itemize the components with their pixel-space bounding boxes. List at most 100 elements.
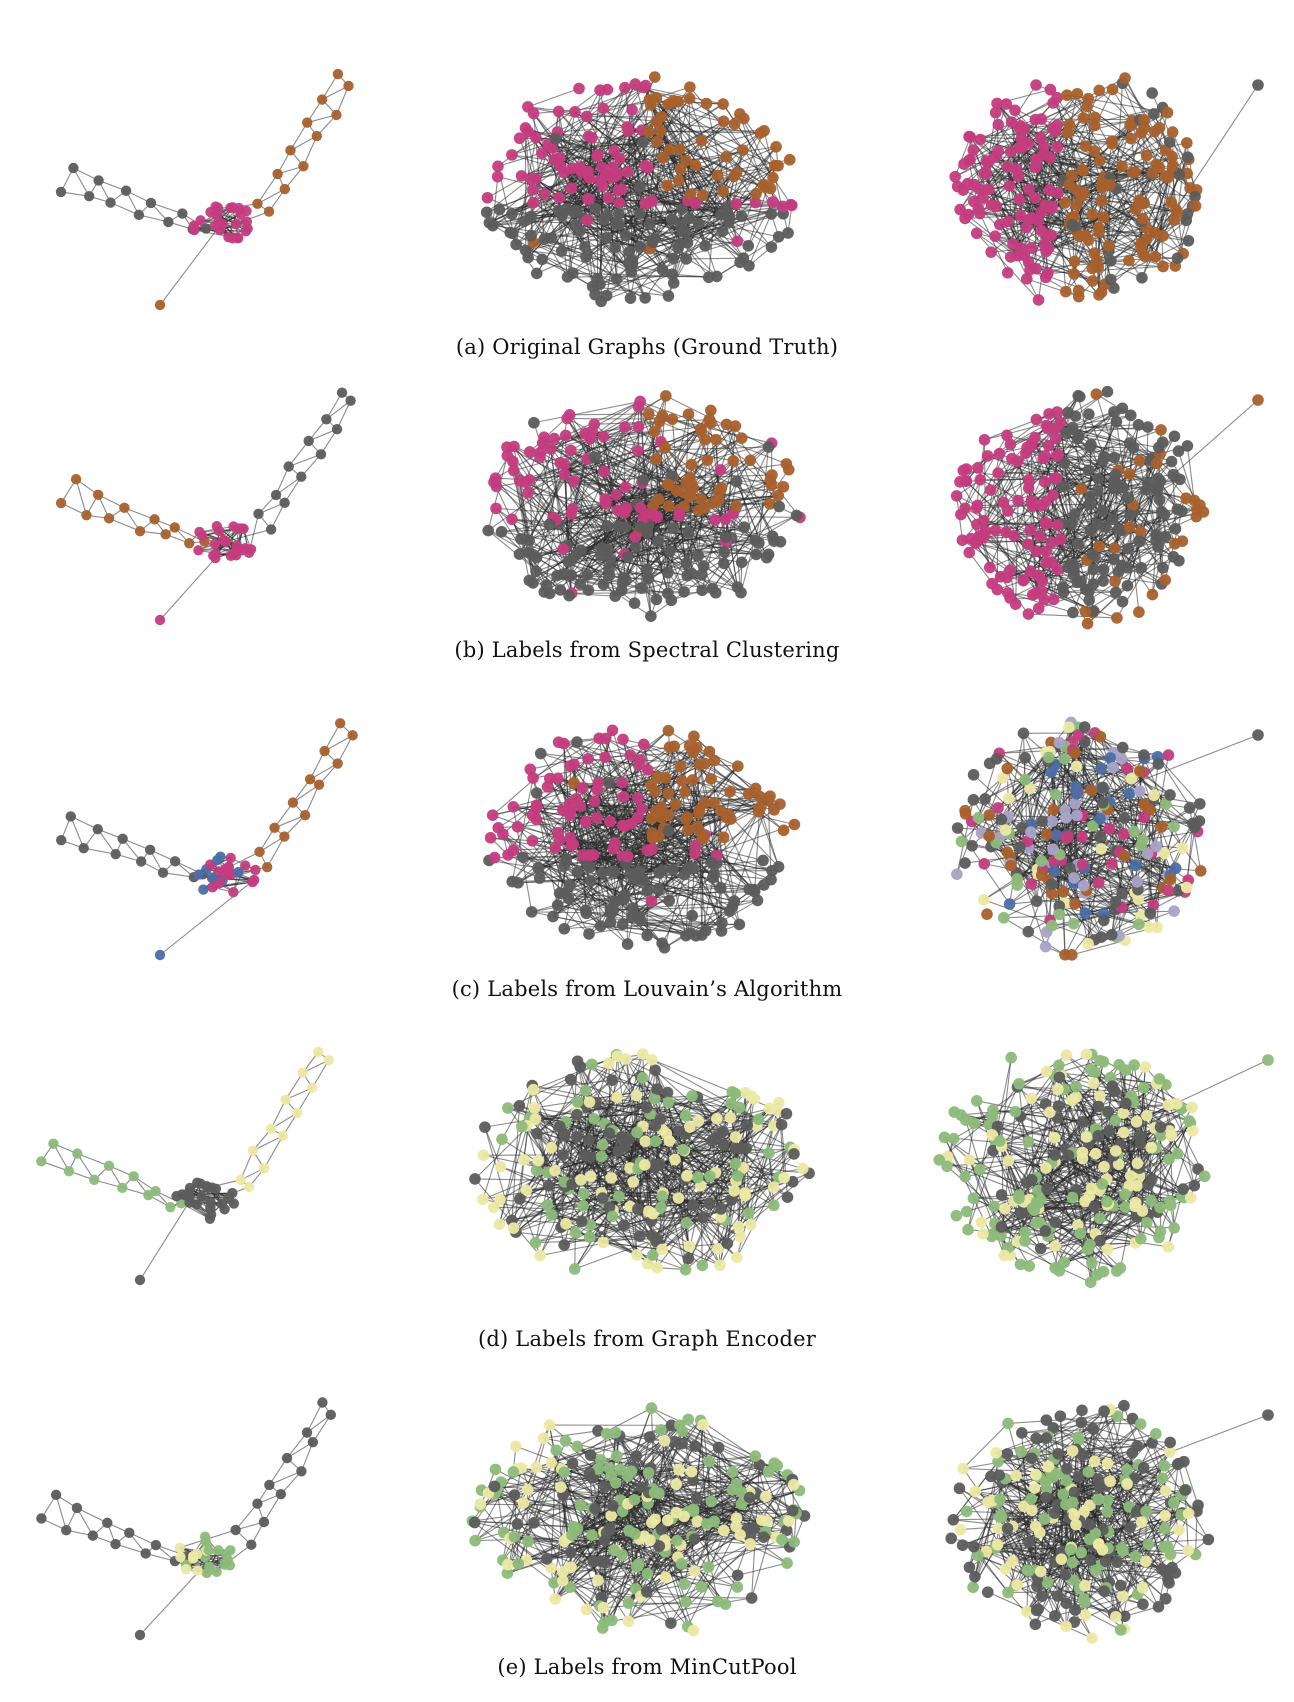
graph-node — [676, 774, 688, 787]
graph-edge — [695, 845, 773, 872]
graph-node — [613, 520, 625, 533]
graph-node — [574, 578, 587, 590]
graph-node — [1252, 79, 1264, 91]
graph-edge — [1112, 88, 1155, 115]
graph-node — [530, 787, 543, 799]
graph-node — [655, 811, 667, 824]
graph-node — [708, 796, 720, 809]
graph-edge — [741, 506, 780, 563]
graph-node — [1123, 468, 1136, 480]
graph-node — [622, 551, 634, 563]
graph-node — [580, 251, 592, 263]
graph-panel-chain-b — [20, 370, 400, 640]
graph-node — [964, 131, 977, 143]
graph-node — [225, 852, 236, 864]
graph-node — [730, 166, 743, 179]
graph-node — [967, 144, 980, 156]
graph-node — [689, 847, 701, 860]
graph-node — [1049, 432, 1062, 445]
graph-node — [240, 860, 251, 871]
graph-node — [1097, 563, 1110, 576]
graph-node — [1057, 586, 1070, 599]
graph-edge — [1055, 437, 1153, 459]
graph-node — [1020, 272, 1033, 285]
graph-node — [345, 395, 356, 406]
graph-node — [1042, 439, 1055, 452]
graph-edge — [659, 420, 706, 441]
graph-node — [683, 740, 696, 752]
graph-node — [1146, 87, 1158, 99]
graph-node — [733, 918, 746, 931]
graph-edge — [486, 159, 556, 213]
graph-chain-a — [55, 68, 354, 311]
graph-node — [983, 561, 996, 574]
graph-node — [625, 266, 638, 278]
graph-node — [1157, 230, 1169, 242]
graph-edge — [715, 554, 757, 594]
graph-node — [695, 134, 708, 147]
graph-node — [762, 441, 775, 453]
graph-node — [1014, 209, 1027, 222]
graph-node — [1004, 592, 1016, 604]
graph-node — [766, 196, 779, 208]
graph-node — [510, 238, 522, 251]
graph-node — [684, 188, 697, 200]
graph-edge — [513, 446, 603, 549]
graph-edge — [1111, 143, 1147, 157]
graph-node — [599, 169, 612, 182]
graph-node — [963, 546, 976, 559]
graph-node — [588, 451, 601, 463]
graph-node — [228, 886, 239, 898]
graph-node — [602, 192, 615, 204]
graph-node — [715, 882, 727, 894]
graph-node — [549, 132, 562, 145]
graph-node — [1058, 480, 1070, 493]
graph-node — [581, 214, 593, 227]
graph-edge — [527, 87, 580, 108]
graph-node — [302, 117, 313, 128]
graph-node — [1013, 193, 1026, 206]
graph-node — [1051, 91, 1063, 104]
graph-edge — [688, 496, 691, 534]
graph-node — [223, 231, 234, 243]
graph-node — [1102, 239, 1115, 252]
graph-node — [1136, 272, 1148, 284]
graph-node — [526, 835, 539, 847]
graph-edge — [1131, 124, 1152, 176]
graph-edge — [83, 847, 116, 855]
graph-edge — [978, 457, 1044, 537]
graph-node — [958, 158, 970, 170]
graph-node — [584, 874, 597, 887]
graph-node — [568, 758, 580, 771]
graph-node — [1116, 160, 1128, 173]
graph-node — [683, 92, 696, 105]
graph-node — [624, 749, 637, 761]
graph-node — [617, 790, 630, 803]
graph-node — [506, 208, 518, 220]
graph-node — [227, 202, 238, 213]
graph-node — [311, 130, 322, 142]
graph-node — [971, 499, 984, 512]
graph-node — [629, 540, 642, 553]
graph-node — [641, 844, 654, 856]
graph-edge — [1073, 174, 1152, 217]
graph-node — [681, 569, 694, 582]
graph-node — [1165, 455, 1178, 468]
graph-node — [765, 208, 778, 220]
graph-edge — [525, 249, 629, 264]
graph-node — [1088, 119, 1101, 132]
graph-node — [761, 551, 773, 564]
graph-node — [1148, 482, 1161, 494]
graph-node — [253, 508, 264, 520]
graph-edge — [592, 286, 669, 297]
graph-edge — [324, 734, 353, 752]
caption-b: (b) Labels from Spectral Clustering — [454, 638, 840, 662]
graph-node — [279, 183, 291, 195]
graph-edge — [739, 113, 774, 178]
graph-edge — [564, 473, 643, 589]
graph-node — [524, 763, 537, 776]
graph-edge — [964, 435, 1008, 509]
graph-node — [972, 202, 985, 215]
graph-node — [1125, 132, 1137, 145]
graph-node — [989, 106, 1002, 119]
